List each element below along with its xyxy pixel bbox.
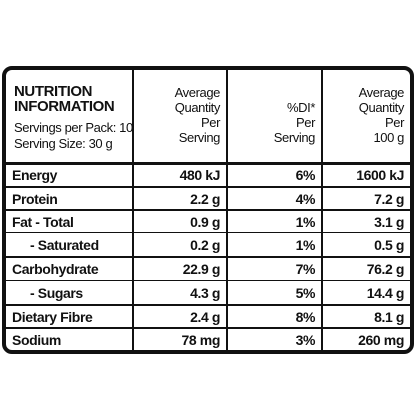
row-divider (4, 186, 412, 188)
nutrient-name: Energy (12, 167, 58, 183)
nutrient-value: 0.2 g (190, 237, 220, 253)
nutrient-name: Fat - Total (12, 214, 74, 230)
row-divider (4, 280, 412, 281)
nutrient-value: 14.4 g (366, 285, 405, 301)
nutrient-value: 0.5 g (374, 237, 404, 253)
nutrient-name: - Sugars (30, 285, 83, 301)
nutrient-name: Protein (12, 191, 58, 207)
nutrient-value: 260 mg (358, 332, 404, 348)
nutrient-value: 8% (295, 309, 316, 325)
column-header: Serving (273, 130, 316, 145)
serving-size: Serving Size: 30 g (14, 136, 113, 151)
nutrient-value: 480 kJ (179, 167, 221, 183)
nutrient-value: 0.9 g (190, 214, 220, 230)
nutrient-value: 6% (295, 167, 316, 183)
nutrient-value: 5% (295, 285, 316, 301)
nutrient-value: 1600 kJ (356, 167, 404, 183)
nutrient-value: 4.3 g (190, 285, 220, 301)
nutrient-value: 7.2 g (374, 191, 404, 207)
row-divider (4, 327, 412, 329)
column-header: Per (200, 115, 220, 130)
column-header: Average (174, 85, 221, 100)
nutrient-name: Dietary Fibre (12, 309, 93, 325)
column-header: Quantity (358, 100, 405, 115)
header-title: INFORMATION (14, 98, 115, 115)
row-divider (4, 232, 412, 233)
nutrient-name: Carbohydrate (12, 261, 99, 277)
nutrient-value: 1% (295, 237, 316, 253)
column-header: Quantity (174, 100, 221, 115)
nutrient-value: 3% (295, 332, 316, 348)
column-header: Per (295, 115, 315, 130)
column-header: 100 g (373, 130, 404, 145)
nutrient-value: 1% (295, 214, 316, 230)
nutrient-value: 7% (295, 261, 316, 277)
nutrient-value: 8.1 g (374, 309, 404, 325)
column-header: Per (384, 115, 404, 130)
nutrient-value: 4% (295, 191, 316, 207)
nutrient-value: 22.9 g (182, 261, 221, 277)
row-divider (4, 256, 412, 258)
nutrient-name: - Saturated (30, 237, 99, 253)
row-divider (4, 209, 412, 211)
nutrient-value: 2.4 g (190, 309, 220, 325)
row-divider (4, 304, 412, 306)
column-header: Average (358, 85, 405, 100)
nutrient-value: 78 mg (181, 332, 221, 348)
nutrient-value: 76.2 g (366, 261, 405, 277)
nutrient-value: 3.1 g (374, 214, 404, 230)
header-title: NUTRITION (14, 83, 93, 100)
nutrient-value: 2.2 g (190, 191, 220, 207)
row-divider (4, 162, 412, 165)
nutrient-name: Sodium (12, 332, 61, 348)
column-header: %DI* (286, 100, 315, 115)
servings-per-pack: Servings per Pack: 10 (14, 120, 133, 135)
column-header: Serving (178, 130, 221, 145)
